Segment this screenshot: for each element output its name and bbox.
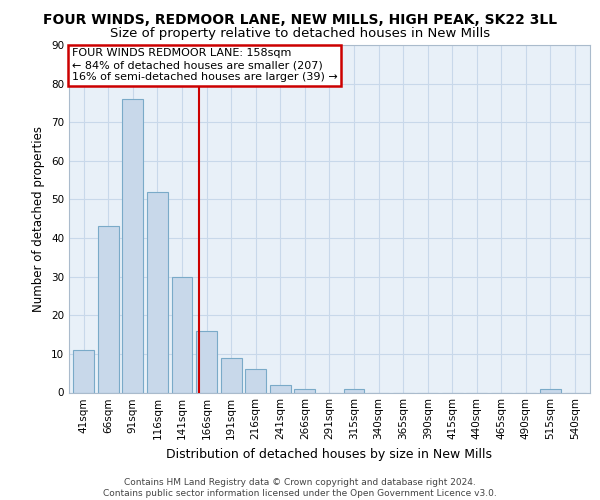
Text: Contains HM Land Registry data © Crown copyright and database right 2024.
Contai: Contains HM Land Registry data © Crown c…	[103, 478, 497, 498]
Y-axis label: Number of detached properties: Number of detached properties	[32, 126, 46, 312]
Bar	[73, 350, 94, 393]
Text: FOUR WINDS, REDMOOR LANE, NEW MILLS, HIGH PEAK, SK22 3LL: FOUR WINDS, REDMOOR LANE, NEW MILLS, HIG…	[43, 12, 557, 26]
Bar	[196, 330, 217, 392]
X-axis label: Distribution of detached houses by size in New Mills: Distribution of detached houses by size …	[166, 448, 493, 461]
Bar	[172, 276, 193, 392]
Text: Size of property relative to detached houses in New Mills: Size of property relative to detached ho…	[110, 28, 490, 40]
Bar	[245, 370, 266, 392]
Bar	[295, 388, 315, 392]
Bar	[122, 99, 143, 392]
Bar	[221, 358, 242, 392]
Bar	[270, 385, 291, 392]
Bar	[344, 388, 364, 392]
Text: FOUR WINDS REDMOOR LANE: 158sqm
← 84% of detached houses are smaller (207)
16% o: FOUR WINDS REDMOOR LANE: 158sqm ← 84% of…	[71, 48, 337, 82]
Bar	[98, 226, 119, 392]
Bar	[540, 388, 561, 392]
Bar	[147, 192, 168, 392]
